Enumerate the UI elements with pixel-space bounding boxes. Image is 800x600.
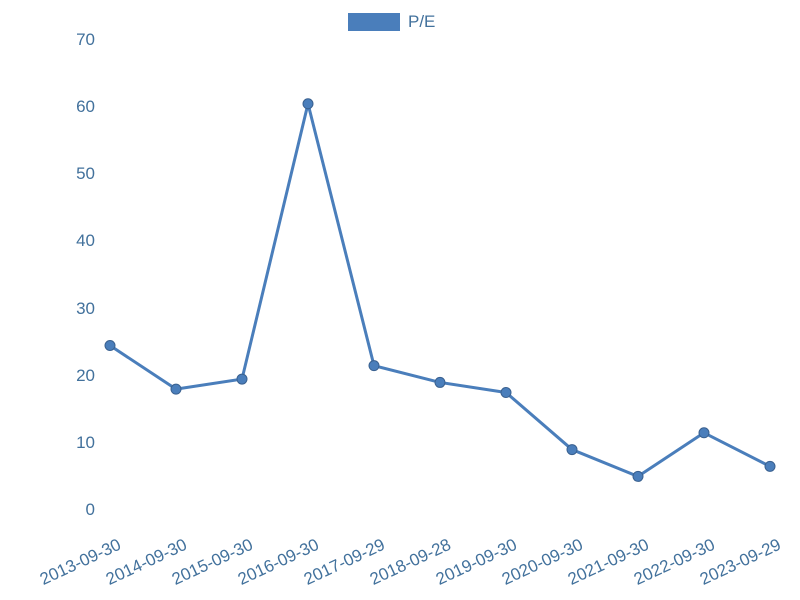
data-point [237, 374, 247, 384]
line-chart: 0102030405060702013-09-302014-09-302015-… [0, 0, 800, 600]
y-tick-label: 0 [55, 500, 95, 520]
y-tick-label: 60 [55, 97, 95, 117]
y-tick-label: 50 [55, 164, 95, 184]
legend-label: P/E [408, 12, 435, 32]
data-point [765, 461, 775, 471]
series-line [110, 104, 770, 477]
data-point [567, 445, 577, 455]
data-point [501, 388, 511, 398]
data-point [369, 361, 379, 371]
y-tick-label: 40 [55, 231, 95, 251]
y-tick-label: 30 [55, 299, 95, 319]
data-point [633, 471, 643, 481]
data-point [303, 99, 313, 109]
legend-swatch [348, 13, 400, 31]
data-point [699, 428, 709, 438]
data-point [105, 341, 115, 351]
data-point [171, 384, 181, 394]
y-tick-label: 10 [55, 433, 95, 453]
data-point [435, 377, 445, 387]
y-tick-label: 20 [55, 366, 95, 386]
y-tick-label: 70 [55, 30, 95, 50]
chart-svg [0, 0, 800, 600]
